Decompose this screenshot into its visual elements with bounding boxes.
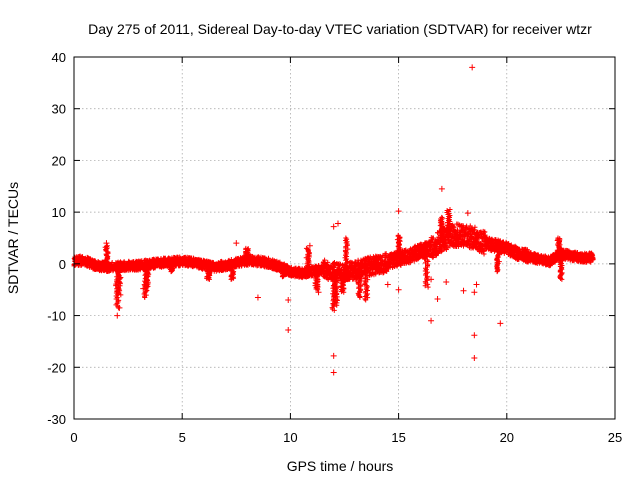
outlier-point bbox=[438, 185, 445, 192]
y-tick-label: -10 bbox=[47, 309, 66, 324]
outlier-point bbox=[285, 327, 292, 334]
y-tick-label: 40 bbox=[52, 50, 66, 65]
outlier-point bbox=[471, 332, 478, 339]
outlier-point bbox=[471, 289, 478, 296]
x-tick-label: 25 bbox=[608, 430, 622, 445]
y-tick-label: 10 bbox=[52, 205, 66, 220]
outlier-point bbox=[395, 286, 402, 293]
chart-title: Day 275 of 2011, Sidereal Day-to-day VTE… bbox=[88, 21, 592, 37]
x-tick-label: 10 bbox=[283, 430, 297, 445]
outlier-point bbox=[464, 210, 471, 217]
outlier-point bbox=[434, 296, 441, 303]
outlier-point bbox=[460, 287, 467, 294]
outlier-point bbox=[330, 369, 337, 376]
outlier-point bbox=[254, 294, 261, 301]
outlier-point bbox=[473, 281, 480, 288]
outlier-point bbox=[395, 208, 402, 215]
data-point bbox=[344, 236, 350, 242]
x-tick-label: 20 bbox=[500, 430, 514, 445]
tick-labels: 0 5 10 15 20 25 -30 -20 -10 0 10 20 30 40 bbox=[47, 50, 622, 445]
outlier-point bbox=[330, 223, 337, 230]
y-tick-label: -20 bbox=[47, 360, 66, 375]
y-axis-label: SDTVAR / TECUs bbox=[5, 182, 21, 294]
outlier-point bbox=[335, 220, 342, 227]
outlier-point bbox=[497, 320, 504, 327]
x-tick-label: 5 bbox=[179, 430, 186, 445]
data-point bbox=[343, 235, 349, 241]
outlier-point bbox=[428, 317, 435, 324]
x-tick-label: 0 bbox=[70, 430, 77, 445]
outlier-point bbox=[330, 352, 337, 359]
outlier-point bbox=[469, 64, 476, 71]
y-tick-label: 0 bbox=[59, 257, 66, 272]
x-axis-label: GPS time / hours bbox=[287, 458, 394, 474]
data-points bbox=[71, 64, 596, 376]
outlier-point bbox=[443, 278, 450, 285]
outlier-point bbox=[233, 240, 240, 247]
x-tick-label: 15 bbox=[391, 430, 405, 445]
outlier-point bbox=[384, 281, 391, 288]
outlier-point bbox=[471, 354, 478, 361]
y-tick-label: -30 bbox=[47, 412, 66, 427]
y-tick-label: 30 bbox=[52, 102, 66, 117]
outlier-point bbox=[114, 312, 121, 319]
y-tick-label: 20 bbox=[52, 153, 66, 168]
